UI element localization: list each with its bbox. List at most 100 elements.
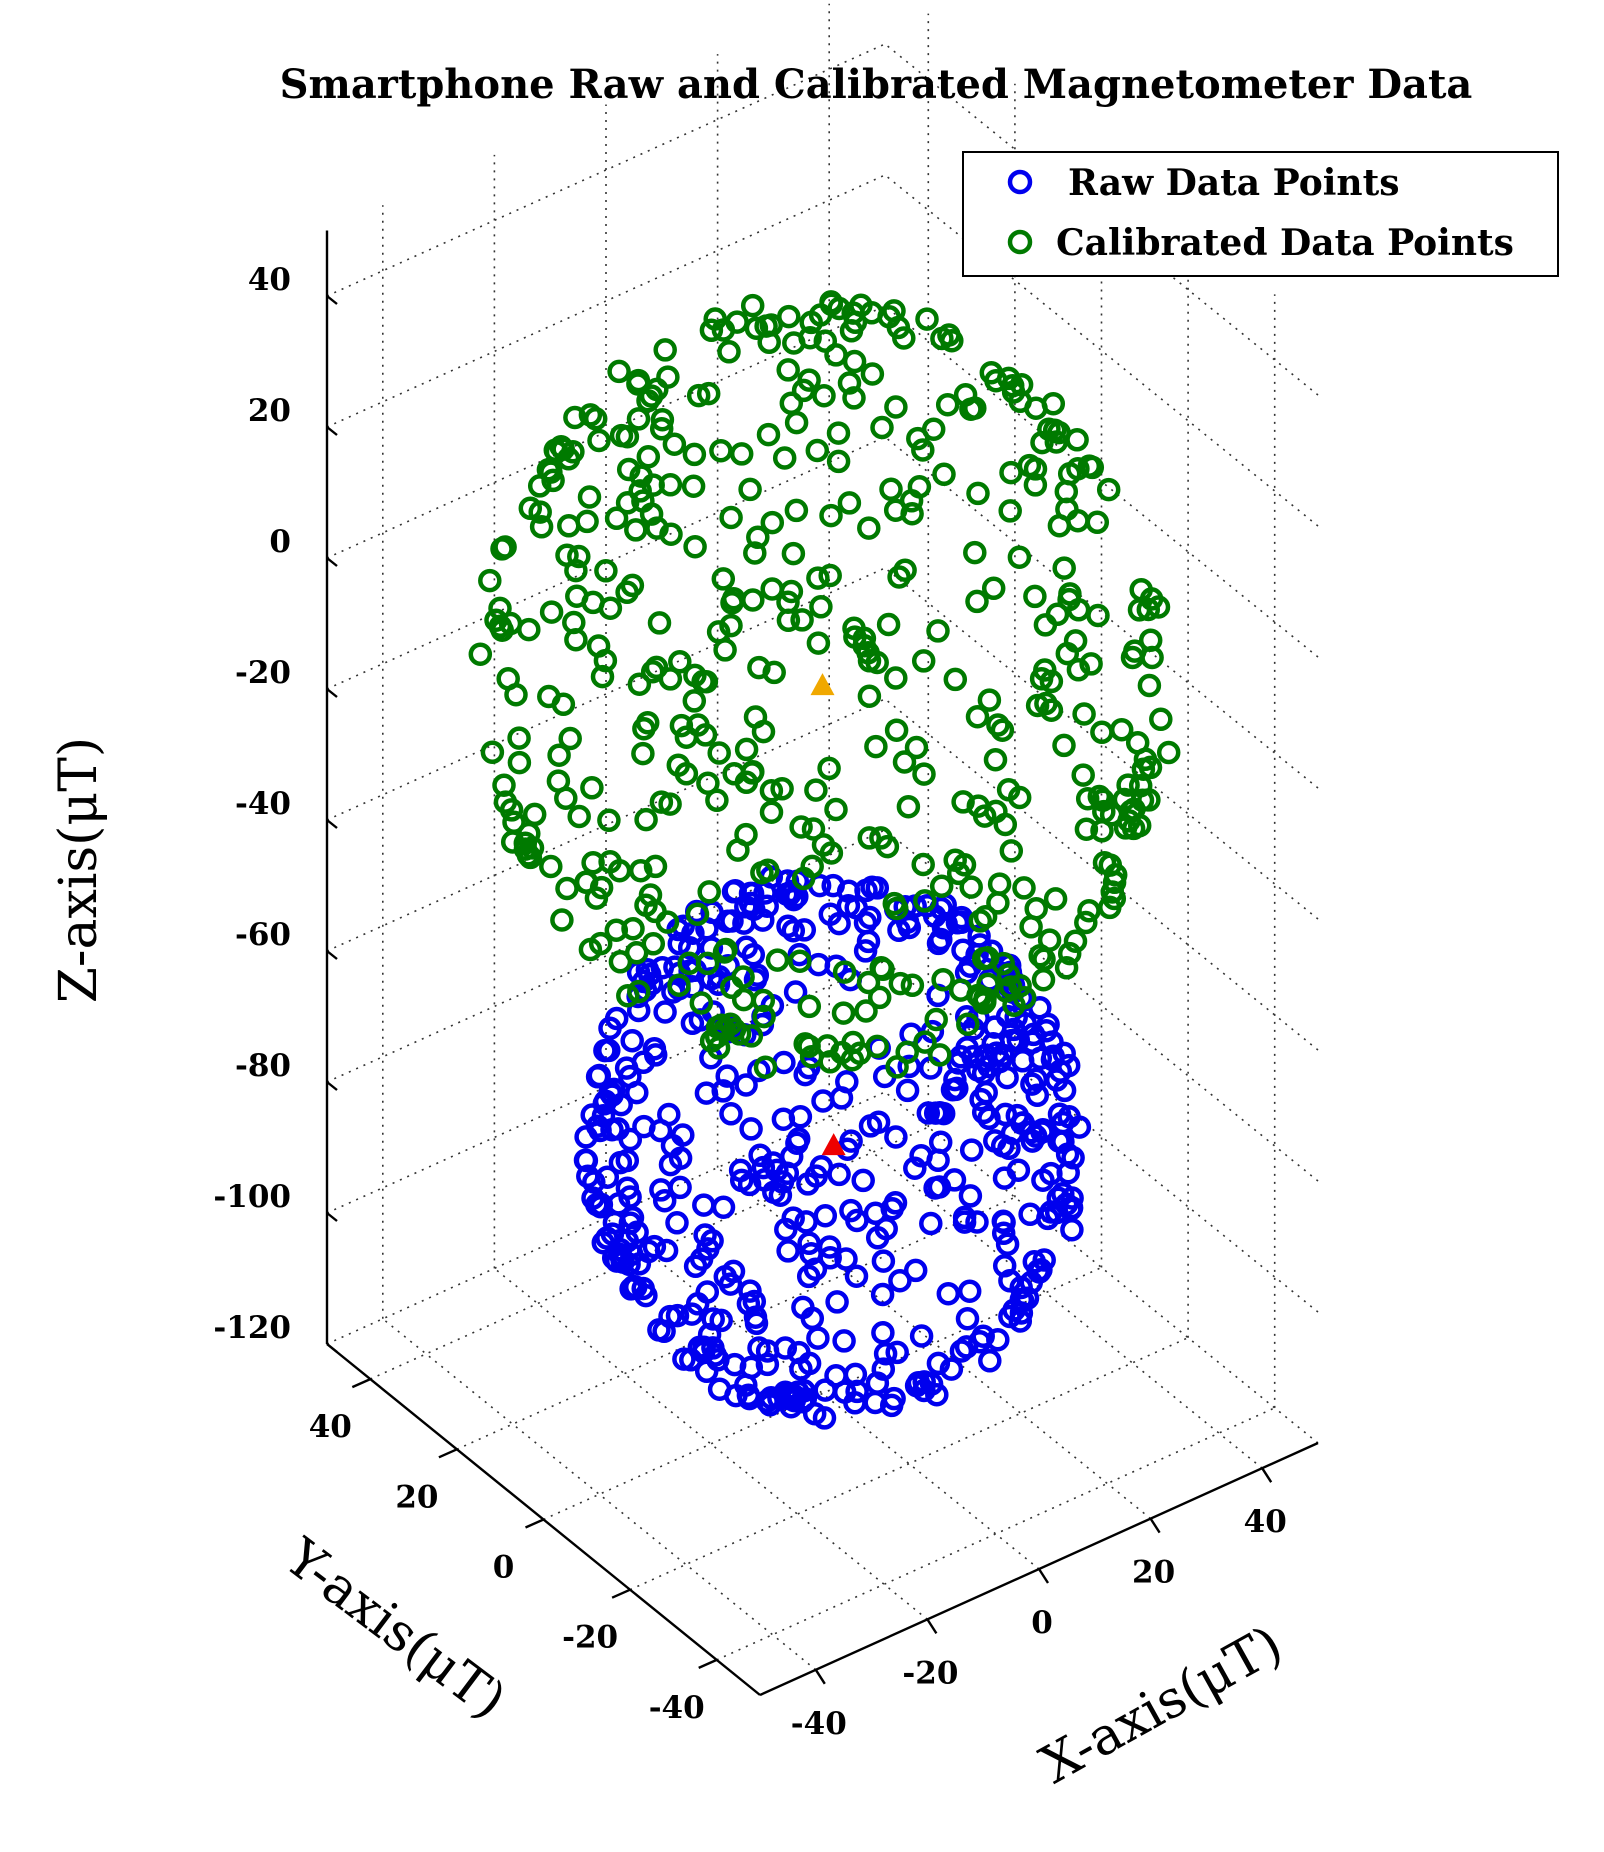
data-point <box>806 631 831 655</box>
data-point <box>931 1101 956 1126</box>
data-point <box>647 1318 671 1342</box>
data-point <box>737 1386 762 1411</box>
data-point <box>1043 887 1068 911</box>
data-point <box>797 1034 821 1058</box>
data-point <box>643 854 668 879</box>
x-tick-label: 20 <box>1132 1555 1175 1591</box>
z-tick-mark <box>326 557 338 567</box>
data-point <box>1066 658 1091 682</box>
x-tick-mark <box>814 1669 826 1685</box>
data-point <box>711 1079 735 1103</box>
data-point <box>737 1172 762 1197</box>
data-point <box>709 438 733 463</box>
data-point <box>876 612 901 637</box>
data-point <box>636 445 661 469</box>
data-point <box>956 1012 980 1036</box>
data-point <box>665 1303 690 1328</box>
data-point <box>887 918 911 943</box>
data-point <box>821 873 845 898</box>
data-point <box>628 479 652 503</box>
data-point <box>900 973 925 998</box>
data-point <box>787 1340 811 1365</box>
data-point <box>736 1292 761 1316</box>
data-point <box>959 875 983 899</box>
data-point <box>870 1282 895 1307</box>
data-point <box>887 565 911 589</box>
data-point <box>884 395 908 419</box>
legend-marker-raw <box>1007 169 1033 195</box>
data-point <box>607 359 631 384</box>
data-point <box>1072 702 1096 726</box>
data-point <box>942 1168 967 1192</box>
data-point <box>832 1329 856 1353</box>
data-point <box>759 779 784 803</box>
data-point <box>991 1209 1016 1234</box>
x-tick-mark <box>1149 1517 1161 1534</box>
data-point <box>597 808 621 833</box>
data-point <box>813 1378 837 1402</box>
data-point <box>981 576 1006 601</box>
data-point <box>687 1335 712 1360</box>
data-point <box>578 937 603 962</box>
data-point <box>936 1281 961 1306</box>
data-point <box>565 584 589 608</box>
data-point <box>683 534 707 559</box>
data-point <box>928 1043 952 1067</box>
data-point <box>715 909 740 934</box>
data-point <box>1109 717 1134 742</box>
data-point <box>752 1004 776 1029</box>
data-point <box>577 485 602 509</box>
data-point <box>597 1038 621 1063</box>
data-point <box>756 858 780 883</box>
data-point <box>995 1232 1020 1256</box>
data-point <box>1085 510 1110 535</box>
data-point <box>879 1393 904 1418</box>
data-point <box>734 737 759 762</box>
data-point <box>867 985 892 1010</box>
data-point <box>999 1028 1024 1053</box>
data-point <box>848 1041 872 1066</box>
data-point <box>791 866 816 891</box>
data-point <box>869 826 893 850</box>
grid-line <box>605 1217 1040 1570</box>
data-point <box>655 910 680 934</box>
z-tick-label: -120 <box>213 1310 291 1346</box>
x-tick-mark <box>1037 1568 1050 1584</box>
data-point <box>775 869 800 893</box>
data-point <box>738 881 763 906</box>
data-point <box>1012 876 1036 900</box>
data-point <box>829 1086 854 1110</box>
grid-line <box>828 1116 1263 1469</box>
data-point <box>1052 1078 1077 1103</box>
z-tick-label: -80 <box>235 1048 291 1084</box>
data-point <box>791 1295 815 1320</box>
data-point <box>626 407 651 431</box>
data-point <box>813 1203 838 1228</box>
data-point <box>539 854 563 879</box>
data-point <box>809 595 833 619</box>
data-point <box>965 704 990 729</box>
data-point <box>480 740 505 764</box>
data-point <box>468 642 493 666</box>
grid-line <box>326 174 886 428</box>
data-point <box>719 613 743 638</box>
data-point <box>932 462 956 487</box>
grid-line <box>716 1407 1276 1661</box>
data-point <box>520 836 545 860</box>
data-point <box>598 850 622 874</box>
data-point <box>873 1341 898 1366</box>
data-point <box>777 304 801 329</box>
data-point <box>615 424 640 449</box>
data-point <box>869 956 893 980</box>
data-point <box>974 1080 998 1105</box>
data-point <box>718 1012 743 1036</box>
data-point <box>1096 477 1121 502</box>
data-point <box>817 756 841 781</box>
data-point <box>799 310 823 335</box>
data-point <box>773 1336 798 1360</box>
data-point <box>631 1276 655 1301</box>
data-point <box>874 1216 898 1241</box>
data-point <box>522 802 547 827</box>
data-point <box>712 1018 737 1042</box>
data-point <box>499 798 524 822</box>
